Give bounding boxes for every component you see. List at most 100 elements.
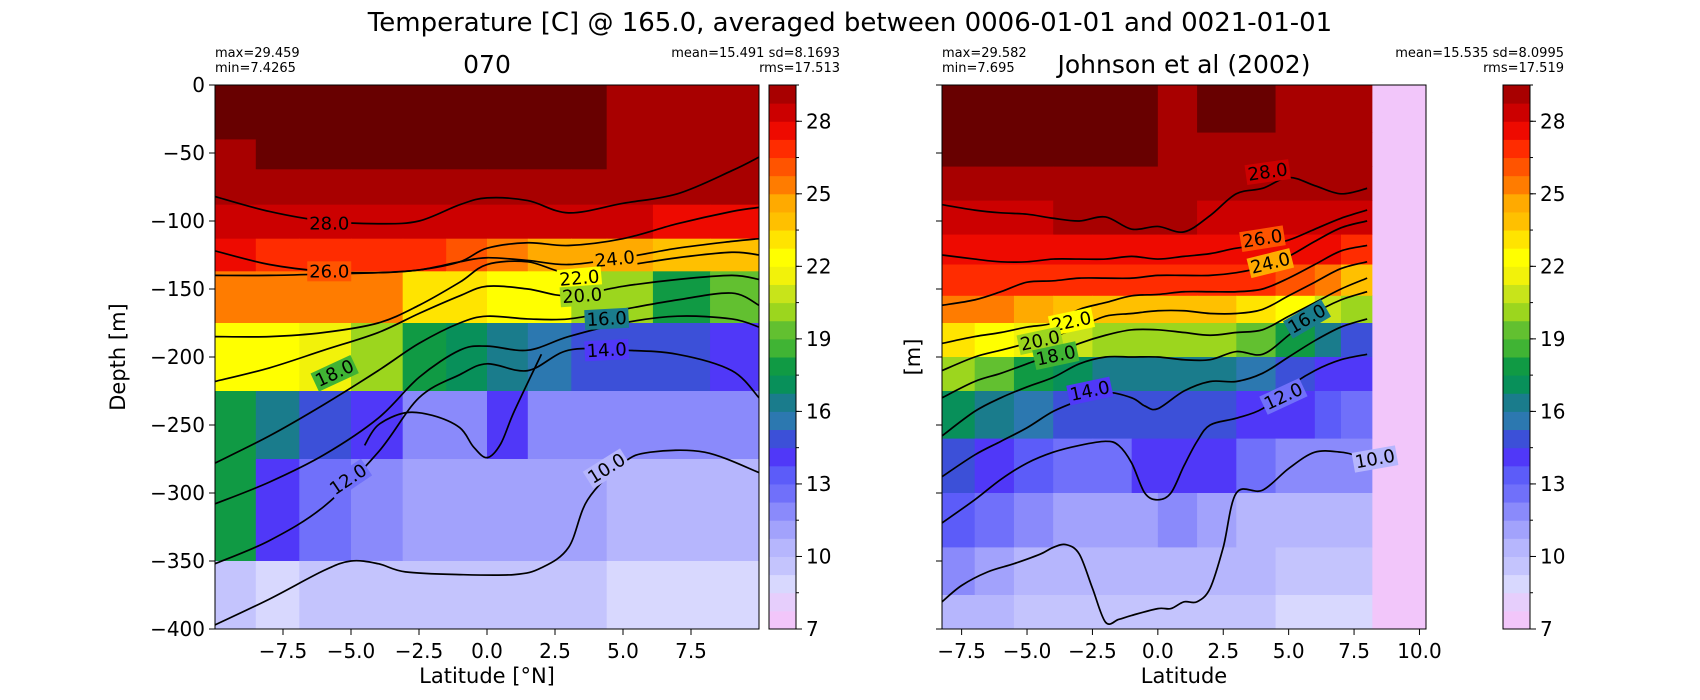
panel-1-y-axis-label: Depth [m] — [106, 303, 130, 410]
heatmap-cell — [255, 169, 300, 206]
heatmap-cell — [1275, 85, 1316, 134]
heatmap-cell — [1197, 493, 1237, 548]
heatmap-cell — [1092, 493, 1133, 548]
colorbar-segment — [1503, 338, 1530, 358]
heatmap-cell — [1372, 357, 1426, 392]
panel-2-stats-left: max=29.582 min=7.695 — [942, 46, 1027, 76]
panel-1-x-axis-label: Latitude [°N] — [419, 664, 555, 688]
heatmap-cell — [527, 139, 572, 170]
heatmap-cell — [1092, 234, 1133, 266]
colorbar-tick-label: 7 — [1540, 617, 1553, 641]
colorbar-segment — [769, 520, 796, 539]
panel-2-colorbar: 7 10 13 16 19 22 25 28 — [1502, 84, 1565, 641]
y-tick-label: −400 — [150, 617, 205, 641]
y-tick-label: −200 — [150, 345, 205, 369]
heatmap-cell — [1372, 132, 1426, 168]
colorbar-segment — [1503, 121, 1530, 140]
colorbar-segment — [769, 483, 796, 503]
heatmap-cell — [215, 323, 257, 392]
colorbar-tick-label: 13 — [806, 472, 831, 496]
colorbar-segment — [1503, 230, 1530, 249]
heatmap-cell — [446, 323, 488, 392]
heatmap-cell — [1157, 166, 1198, 202]
heatmap-cell — [652, 391, 711, 460]
heatmap-cell — [1053, 493, 1094, 548]
heatmap-cell — [487, 323, 529, 392]
heatmap-cell — [402, 85, 447, 140]
heatmap-cell — [1157, 234, 1198, 266]
heatmap-cell — [1197, 438, 1237, 494]
colorbar-segment — [769, 610, 796, 630]
heatmap-cell — [974, 200, 1015, 236]
heatmap-cell — [606, 204, 654, 240]
heatmap-cell — [1053, 200, 1094, 236]
heatmap-cell — [1314, 357, 1342, 392]
heatmap-cell — [1131, 132, 1159, 168]
heatmap-cell — [1157, 357, 1198, 392]
contour-line-26.0 — [942, 209, 1368, 263]
heatmap-cell — [571, 169, 608, 206]
heatmap-cell — [1275, 438, 1316, 494]
heatmap-cell — [1372, 595, 1426, 629]
heatmap-cell — [1013, 132, 1054, 168]
panel-1-colorbar: 7 10 13 16 19 22 25 28 — [768, 84, 831, 641]
colorbar-segment — [769, 211, 796, 231]
heatmap-cell — [1314, 547, 1342, 596]
colorbar-segment — [769, 284, 796, 304]
colorbar-tick-label: 19 — [1540, 327, 1565, 351]
panel-2-heatmap — [942, 85, 1426, 629]
colorbar-tick-label: 19 — [806, 327, 831, 351]
colorbar-segment — [769, 375, 796, 394]
heatmap-cell — [446, 271, 488, 324]
heatmap-cell — [606, 561, 654, 629]
x-tick-label: −2.5 — [395, 639, 444, 663]
heatmap-cell — [1131, 85, 1159, 134]
heatmap-cell — [652, 323, 711, 392]
contour-line-14.0 — [942, 318, 1368, 478]
heatmap-cell — [255, 271, 300, 324]
heatmap-cell — [527, 85, 572, 140]
heatmap-cell — [1340, 493, 1373, 548]
heatmap-cell — [652, 459, 711, 562]
contour-line-10.0 — [215, 449, 759, 626]
heatmap-cell — [1013, 166, 1054, 202]
colorbar-segment — [769, 139, 796, 159]
colorbar-segment — [769, 103, 796, 122]
heatmap-cell — [942, 264, 976, 297]
heatmap-cell — [1372, 547, 1426, 596]
colorbar-segment — [769, 538, 796, 557]
heatmap-cell — [710, 561, 759, 629]
heatmap-cell — [1340, 200, 1373, 236]
colorbar-tick-label: 28 — [806, 109, 831, 133]
contour-label: 24.0 — [594, 247, 636, 272]
heatmap-cell — [1197, 357, 1237, 392]
heatmap-cell — [527, 323, 572, 392]
heatmap-cell — [1197, 323, 1237, 358]
heatmap-cell — [1157, 595, 1198, 629]
heatmap-cell — [527, 204, 572, 240]
heatmap-cell — [1372, 166, 1426, 202]
heatmap-cell — [1372, 323, 1426, 358]
heatmap-cell — [299, 169, 352, 206]
contour-line-16.0 — [215, 315, 759, 505]
panel-1-stats-right: mean=15.491 sd=8.1693 rms=17.513 — [671, 46, 840, 76]
heatmap-cell — [446, 169, 488, 206]
colorbar-tick-label: 7 — [806, 617, 819, 641]
heatmap-cell — [1236, 595, 1277, 629]
y-tick-label: −350 — [150, 549, 205, 573]
heatmap-cell — [1197, 295, 1237, 324]
colorbar-frame — [1502, 84, 1531, 630]
heatmap-cell — [299, 85, 352, 140]
heatmap-cell — [1275, 547, 1316, 596]
colorbar-segment — [1503, 592, 1530, 612]
contour-line-22.0 — [215, 251, 759, 338]
heatmap-cell — [1092, 595, 1133, 629]
contour-line-10.0 — [942, 450, 1355, 625]
heatmap-cell — [215, 169, 257, 206]
y-tick-label: −250 — [150, 413, 205, 437]
heatmap-cell — [351, 271, 404, 324]
heatmap-cell — [571, 391, 608, 460]
heatmap-cell — [255, 459, 300, 562]
heatmap-cell — [652, 271, 711, 324]
heatmap-cell — [1053, 438, 1094, 494]
